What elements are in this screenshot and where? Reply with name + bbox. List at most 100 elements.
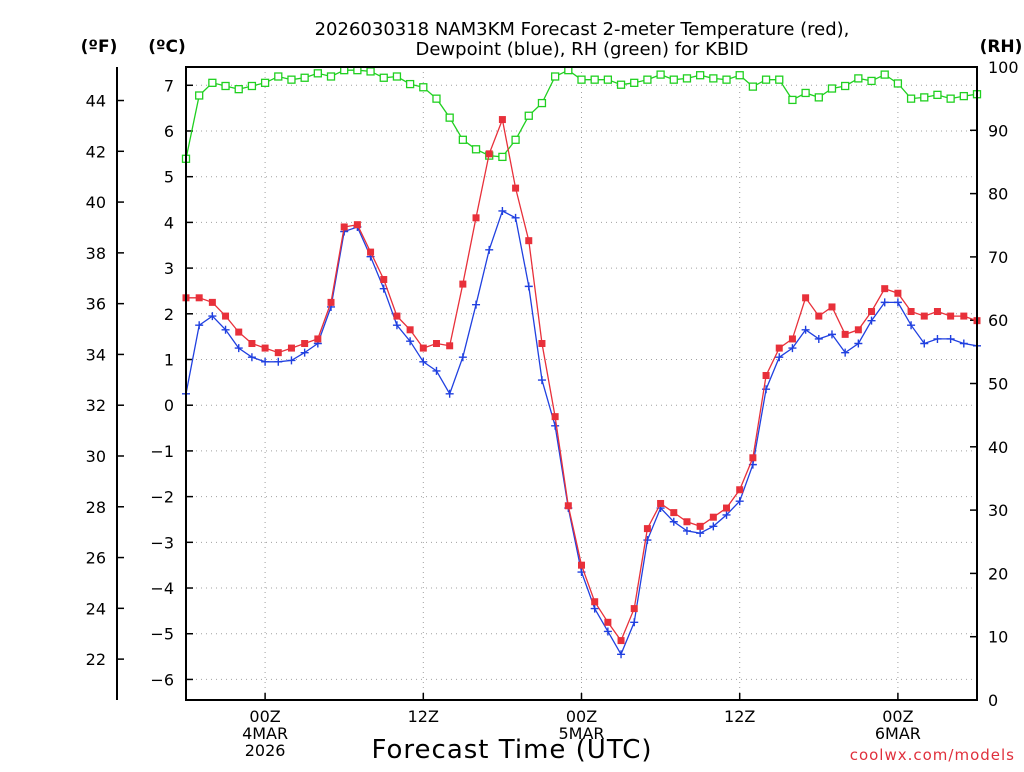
rh-point xyxy=(827,84,837,93)
dewpoint-point xyxy=(261,357,270,366)
celsius-tick-label: −1 xyxy=(150,442,174,461)
dewpoint-point xyxy=(445,389,454,398)
rh-point xyxy=(498,152,507,162)
temperature-point xyxy=(340,223,348,231)
temperature-point xyxy=(723,504,731,512)
temperature-point xyxy=(630,605,638,613)
dewpoint-point xyxy=(287,356,296,365)
dewpoint-point xyxy=(933,334,942,343)
temperature-point xyxy=(736,486,744,494)
dewpoint-point xyxy=(551,421,560,430)
fahrenheit-tick-label: 42 xyxy=(86,142,106,161)
rh-tick-label: 90 xyxy=(988,121,1008,140)
rh-point xyxy=(735,71,744,80)
dewpoint-point xyxy=(247,353,256,362)
temperature-point xyxy=(564,502,572,510)
credit-text: coolwx.com/models xyxy=(850,746,1015,764)
rh-point xyxy=(788,95,797,105)
temperature-point xyxy=(854,326,862,334)
time-tick-label: 6MAR xyxy=(875,724,921,743)
fahrenheit-tick-label: 28 xyxy=(86,498,106,517)
fahrenheit-axis: 44 42 40 38 36 34 32 30 28 26 24 22 xyxy=(86,92,124,669)
temperature-point xyxy=(960,312,968,320)
dewpoint-point xyxy=(880,298,889,307)
temperature-point xyxy=(248,340,256,348)
temperature-point xyxy=(432,340,440,348)
rh-point xyxy=(274,72,283,81)
dewpoint-point xyxy=(221,325,230,334)
fahrenheit-tick-label: 22 xyxy=(86,650,106,669)
temperature-point xyxy=(235,328,243,336)
time-tick-label: 5MAR xyxy=(558,724,604,743)
temperature-point xyxy=(195,294,203,302)
dewpoint-point xyxy=(274,357,283,366)
celsius-tick-label: 3 xyxy=(164,259,174,278)
rh-point xyxy=(458,135,468,144)
temperature-point xyxy=(762,372,770,380)
celsius-tick-label: 0 xyxy=(164,396,174,415)
dewpoint-point xyxy=(208,312,217,321)
dewpoint-point xyxy=(841,348,850,357)
dewpoint-point xyxy=(458,353,467,362)
celsius-tick-label: −4 xyxy=(150,579,174,598)
rh-point xyxy=(696,71,705,80)
fahrenheit-tick-label: 32 xyxy=(86,396,106,415)
rh-point xyxy=(590,75,599,84)
rh-point xyxy=(867,76,876,86)
dewpoint-point xyxy=(524,282,533,291)
celsius-tick-label: −3 xyxy=(150,533,174,552)
temperature-point xyxy=(208,298,216,306)
rh-point xyxy=(300,73,309,82)
temperature-point xyxy=(498,116,506,124)
rh-point xyxy=(643,75,652,84)
rh-tick-label: 80 xyxy=(988,185,1008,204)
rh-point xyxy=(880,70,889,79)
time-tick-label: 00Z xyxy=(566,707,597,726)
temperature-point xyxy=(907,308,915,316)
chart-title-line-1: 2026030318 NAM3KM Forecast 2-meter Tempe… xyxy=(315,19,850,40)
dewpoint-point xyxy=(195,321,204,330)
fahrenheit-tick-label: 36 xyxy=(86,295,106,314)
rh-point xyxy=(432,94,441,103)
temperature-point xyxy=(881,285,889,293)
rh-point xyxy=(722,75,731,84)
temperature-point xyxy=(327,298,335,306)
temperature-point xyxy=(446,342,454,350)
rh-point xyxy=(511,135,520,144)
dewpoint-point xyxy=(630,618,639,627)
celsius-tick-label: 7 xyxy=(164,76,174,95)
rh-point xyxy=(524,111,533,120)
dewpoint-point xyxy=(920,339,929,348)
rh-point xyxy=(893,79,903,88)
rh-point xyxy=(247,81,257,91)
temperature-point xyxy=(301,340,309,348)
dewpoint-point xyxy=(775,353,784,362)
rh-point xyxy=(959,91,968,101)
rh-point xyxy=(775,75,784,84)
temperature-point xyxy=(802,294,810,302)
temperature-point xyxy=(933,308,941,316)
temperature-point xyxy=(788,335,796,343)
fahrenheit-tick-label: 26 xyxy=(86,549,106,568)
fahrenheit-unit-label: (ºF) xyxy=(81,37,118,57)
temperature-point xyxy=(709,513,717,521)
rh-point xyxy=(471,145,481,154)
temperature-point xyxy=(406,326,414,334)
temperature-point xyxy=(643,525,651,533)
dewpoint-point xyxy=(643,536,652,545)
temperature-point xyxy=(367,248,375,256)
fahrenheit-tick-label: 38 xyxy=(86,244,106,263)
celsius-tick-label: −6 xyxy=(150,670,174,689)
temperature-point xyxy=(617,637,625,645)
dewpoint-point xyxy=(682,526,691,535)
celsius-tick-label: 1 xyxy=(164,351,174,370)
dewpoint-point xyxy=(722,510,731,519)
dewpoint-point xyxy=(392,321,401,330)
dewpoint-point xyxy=(959,339,968,348)
plot-frame xyxy=(185,66,978,701)
rh-point xyxy=(445,113,454,122)
temperature-point xyxy=(353,221,361,229)
dewpoint-point xyxy=(234,344,243,353)
